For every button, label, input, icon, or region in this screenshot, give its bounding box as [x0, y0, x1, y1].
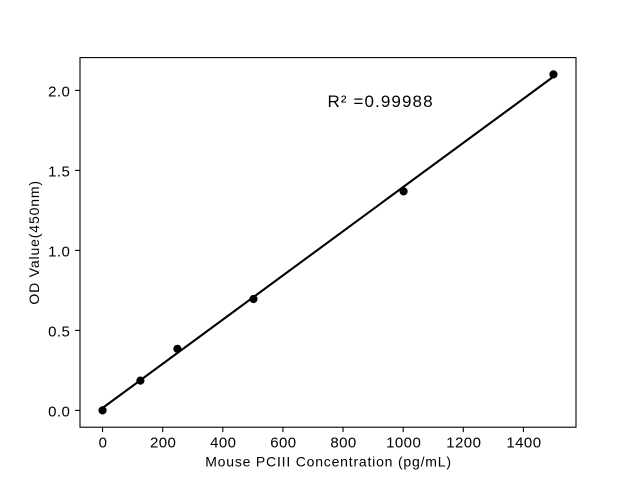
- svg-text:200: 200: [150, 435, 176, 452]
- svg-text:400: 400: [210, 435, 236, 452]
- svg-text:1400: 1400: [506, 435, 541, 452]
- svg-text:1.0: 1.0: [48, 243, 70, 260]
- svg-text:1000: 1000: [386, 435, 421, 452]
- svg-text:2.0: 2.0: [48, 83, 70, 100]
- svg-text:1.5: 1.5: [48, 163, 70, 180]
- svg-text:0.5: 0.5: [48, 323, 70, 340]
- svg-text:OD Value(450nm): OD Value(450nm): [26, 180, 42, 305]
- svg-text:R² =0.99988: R² =0.99988: [328, 92, 434, 111]
- svg-text:1200: 1200: [446, 435, 481, 452]
- svg-text:600: 600: [270, 435, 296, 452]
- svg-text:Mouse PCIII Concentration (pg/: Mouse PCIII Concentration (pg/mL): [205, 453, 452, 469]
- svg-text:0: 0: [99, 435, 108, 452]
- svg-text:800: 800: [330, 435, 356, 452]
- svg-text:0.0: 0.0: [48, 403, 70, 420]
